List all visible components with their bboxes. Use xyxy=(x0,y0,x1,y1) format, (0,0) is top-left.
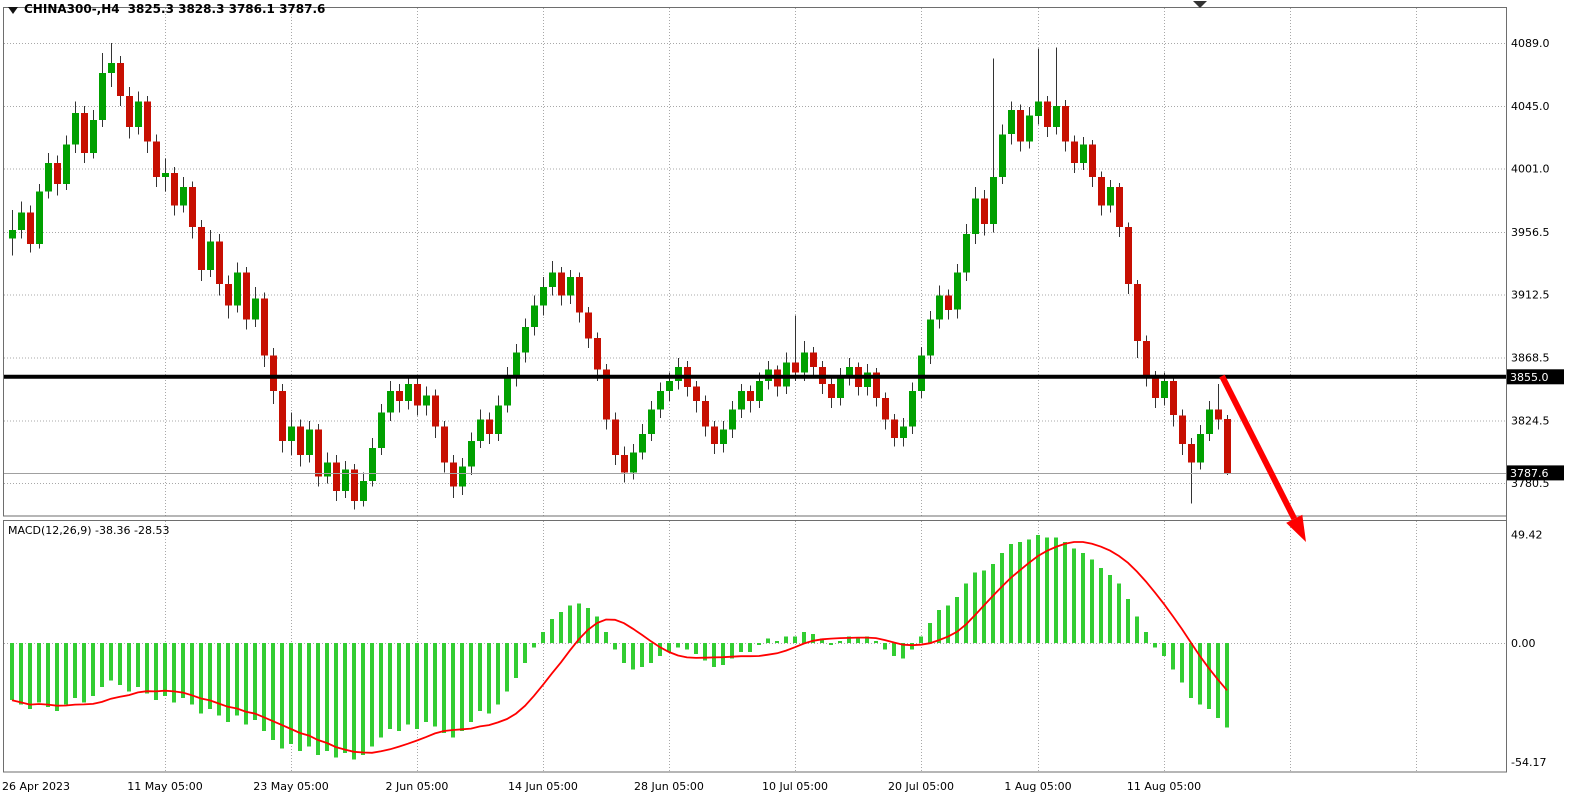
symbol-title: CHINA300-,H4 3825.3 3828.3 3786.1 3787.6 xyxy=(8,2,325,16)
hline-price-tag: 3855.0 xyxy=(1507,369,1564,385)
symbol-dropdown-icon[interactable] xyxy=(8,6,18,14)
svg-text:1 Aug 05:00: 1 Aug 05:00 xyxy=(1004,780,1071,793)
svg-text:10 Jul 05:00: 10 Jul 05:00 xyxy=(762,780,828,793)
svg-text:3855.0: 3855.0 xyxy=(1510,371,1549,384)
svg-text:0.00: 0.00 xyxy=(1511,637,1536,650)
svg-text:2 Jun 05:00: 2 Jun 05:00 xyxy=(386,780,449,793)
trend-arrow[interactable] xyxy=(1219,374,1306,542)
pane-borders xyxy=(3,7,1507,773)
svg-text:3912.5: 3912.5 xyxy=(1511,289,1550,302)
svg-text:11 May 05:00: 11 May 05:00 xyxy=(127,780,202,793)
svg-text:23 May 05:00: 23 May 05:00 xyxy=(253,780,328,793)
macd-histogram xyxy=(10,535,1229,760)
svg-text:20 Jul 05:00: 20 Jul 05:00 xyxy=(888,780,954,793)
ohlc-values: 3825.3 3828.3 3786.1 3787.6 xyxy=(127,2,326,16)
grid-layer xyxy=(4,8,1506,772)
y-axis-labels: 4089.0 4045.0 4001.0 3956.5 3912.5 3868.5 3824… xyxy=(1511,37,1550,769)
svg-text:28 Jun 05:00: 28 Jun 05:00 xyxy=(634,780,704,793)
svg-text:3956.5: 3956.5 xyxy=(1511,226,1550,239)
bid-price-tag: 3787.6 xyxy=(1507,465,1564,481)
symbol-name: CHINA300-,H4 xyxy=(24,2,120,16)
x-axis-labels: 26 Apr 2023 11 May 05:00 23 May 05:00 2 Jun… xyxy=(2,780,1201,793)
svg-text:4045.0: 4045.0 xyxy=(1511,100,1550,113)
macd-signal-line xyxy=(11,541,1228,754)
bar-position-marker-icon xyxy=(1193,1,1207,8)
svg-text:3824.5: 3824.5 xyxy=(1511,414,1550,427)
svg-text:14 Jun 05:00: 14 Jun 05:00 xyxy=(508,780,578,793)
svg-text:4001.0: 4001.0 xyxy=(1511,163,1550,176)
candles-layer xyxy=(9,43,1231,510)
macd-indicator-label: MACD(12,26,9) -38.36 -28.53 xyxy=(8,524,170,537)
svg-text:3787.6: 3787.6 xyxy=(1510,467,1549,480)
svg-text:11 Aug 05:00: 11 Aug 05:00 xyxy=(1127,780,1201,793)
svg-text:4089.0: 4089.0 xyxy=(1511,37,1550,50)
svg-text:49.42: 49.42 xyxy=(1511,528,1543,541)
svg-text:26 Apr 2023: 26 Apr 2023 xyxy=(2,780,70,793)
price-tags: 3855.0 3787.6 xyxy=(1507,369,1564,481)
svg-text:3868.5: 3868.5 xyxy=(1511,352,1550,365)
svg-text:-54.17: -54.17 xyxy=(1511,756,1546,769)
